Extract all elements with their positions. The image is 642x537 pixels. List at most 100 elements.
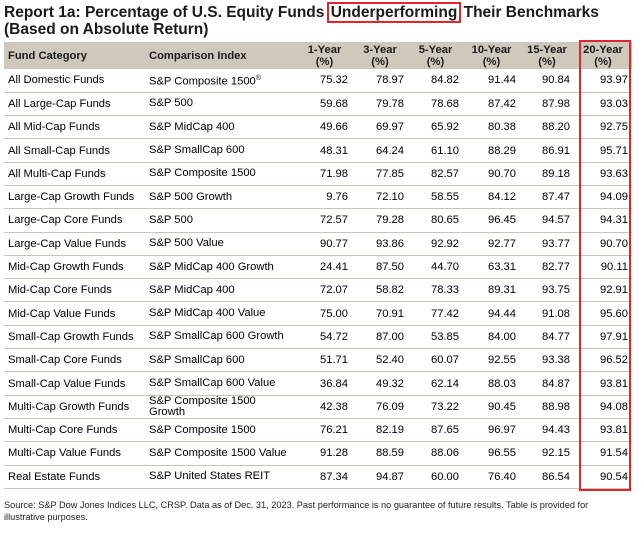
value-10-year-cell: 87.42 [488, 97, 516, 110]
value-3-year-cell: 76.09 [376, 400, 404, 413]
value-5-year-cell: 58.55 [431, 191, 459, 204]
fund-category-cell: Small-Cap Core Funds [8, 354, 122, 367]
table-row: All Multi-Cap Funds S&P Composite 1500 71.… [4, 162, 632, 186]
comparison-index-label: S&P MidCap 400 Value [149, 307, 266, 320]
value-10-year-cell: 63.31 [488, 261, 516, 274]
fund-category-cell: Small-Cap Growth Funds [8, 330, 134, 343]
comparison-index-cell: S&P 500 [145, 92, 297, 115]
table-row: Multi-Cap Value Funds S&P Composite 1500 … [4, 442, 632, 466]
comparison-index-label: S&P Composite 1500 Value [149, 446, 287, 459]
title-suffix: Their Benchmarks [459, 4, 599, 21]
value-15-year-cell: 90.84 [542, 74, 570, 87]
comparison-index-cell: S&P United States REIT [145, 465, 297, 488]
value-3-year-cell: 79.28 [376, 214, 404, 227]
value-1-year-cell: 36.84 [320, 377, 348, 390]
comparison-index-cell: S&P MidCap 400 Value [145, 302, 297, 325]
comparison-index-cell: S&P MidCap 400 [145, 116, 297, 139]
comparison-index-cell: S&P Composite 1500 Value [145, 442, 297, 465]
value-15-year-cell: 92.15 [542, 447, 570, 460]
value-20-year-cell: 93.81 [600, 377, 628, 390]
table-row: All Mid-Cap Funds S&P MidCap 400 49.66 69.9… [4, 116, 632, 139]
value-20-year-cell: 96.52 [600, 354, 628, 367]
value-15-year-cell: 91.08 [542, 307, 570, 320]
value-5-year-cell: 65.92 [431, 121, 459, 134]
value-3-year-cell: 70.91 [376, 307, 404, 320]
fund-category-cell: Mid-Cap Growth Funds [8, 261, 124, 274]
comparison-index-cell: S&P SmallCap 600 Growth [145, 325, 297, 348]
value-10-year-cell: 88.29 [488, 144, 516, 157]
underperformance-table: Fund Category Comparison Index 1-Year (%… [4, 42, 632, 489]
value-3-year-cell: 64.24 [376, 144, 404, 157]
value-10-year-cell: 94.44 [488, 307, 516, 320]
comparison-index-label: S&P 500 Value [149, 237, 224, 250]
value-5-year-cell: 77.42 [431, 307, 459, 320]
fund-category-cell: Large-Cap Growth Funds [8, 191, 135, 204]
value-1-year-cell: 91.28 [320, 447, 348, 460]
comparison-index-cell: S&P 500 Growth [145, 185, 297, 208]
table-row: Small-Cap Value Funds S&P SmallCap 600 Va… [4, 372, 632, 396]
comparison-index-cell: S&P MidCap 400 [145, 279, 297, 302]
value-3-year-cell: 52.40 [376, 354, 404, 367]
fund-category-cell: All Large-Cap Funds [8, 97, 111, 110]
value-15-year-cell: 86.91 [542, 144, 570, 157]
value-10-year-cell: 84.00 [488, 330, 516, 343]
value-1-year-cell: 24.41 [320, 261, 348, 274]
value-20-year-cell: 94.09 [600, 191, 628, 204]
value-10-year-cell: 91.44 [488, 74, 516, 87]
value-3-year-cell: 79.78 [376, 97, 404, 110]
value-1-year-cell: 59.68 [320, 97, 348, 110]
value-15-year-cell: 89.18 [542, 167, 570, 180]
value-3-year-cell: 77.85 [376, 167, 404, 180]
table-row: Mid-Cap Core Funds S&P MidCap 400 72.07 58.… [4, 279, 632, 302]
value-20-year-cell: 90.70 [600, 237, 628, 250]
value-3-year-cell: 72.10 [376, 191, 404, 204]
value-1-year-cell: 87.34 [320, 470, 348, 483]
value-10-year-cell: 90.45 [488, 400, 516, 413]
value-1-year-cell: 90.77 [320, 237, 348, 250]
table-row: All Small-Cap Funds S&P SmallCap 600 48.31… [4, 139, 632, 163]
fund-category-cell: All Multi-Cap Funds [8, 167, 106, 180]
comparison-index-label: S&P 500 [149, 213, 193, 226]
value-5-year-cell: 78.68 [431, 97, 459, 110]
header-comparison-index: Comparison Index [145, 42, 297, 69]
value-3-year-cell: 82.19 [376, 424, 404, 437]
comparison-index-label: S&P MidCap 400 [149, 283, 235, 296]
comparison-index-label: S&P MidCap 400 [149, 120, 235, 133]
table-row: Mid-Cap Value Funds S&P MidCap 400 Value 7… [4, 302, 632, 326]
comparison-index-label: S&P Composite 1500 [149, 75, 256, 88]
comparison-index-label: S&P Composite 1500 Growth [149, 394, 256, 418]
value-3-year-cell: 87.00 [376, 330, 404, 343]
value-15-year-cell: 93.77 [542, 237, 570, 250]
value-5-year-cell: 87.65 [431, 424, 459, 437]
comparison-index-label: S&P Composite 1500 [149, 423, 256, 436]
value-3-year-cell: 58.82 [376, 284, 404, 297]
value-15-year-cell: 93.75 [542, 284, 570, 297]
comparison-index-cell: S&P 500 [145, 209, 297, 232]
value-20-year-cell: 95.71 [600, 144, 628, 157]
value-10-year-cell: 76.40 [488, 470, 516, 483]
header-1-year: 1-Year (%) [297, 42, 352, 69]
value-3-year-cell: 94.87 [376, 470, 404, 483]
value-5-year-cell: 73.22 [431, 400, 459, 413]
table-row: Small-Cap Core Funds S&P SmallCap 600 51.7… [4, 349, 632, 372]
value-5-year-cell: 82.57 [431, 167, 459, 180]
fund-category-cell: Mid-Cap Value Funds [8, 307, 116, 320]
header-5-year: 5-Year (%) [408, 42, 463, 69]
fund-category-cell: Large-Cap Value Funds [8, 237, 126, 250]
value-1-year-cell: 75.00 [320, 307, 348, 320]
header-20-year: 20-Year (%) [574, 42, 632, 69]
comparison-index-label: S&P 500 Growth [149, 190, 233, 203]
value-15-year-cell: 86.54 [542, 470, 570, 483]
fund-category-cell: Large-Cap Core Funds [8, 214, 123, 227]
value-20-year-cell: 97.91 [600, 330, 628, 343]
value-10-year-cell: 90.70 [488, 167, 516, 180]
value-20-year-cell: 93.03 [600, 97, 628, 110]
fund-category-cell: All Mid-Cap Funds [8, 121, 101, 134]
value-3-year-cell: 69.97 [376, 121, 404, 134]
value-1-year-cell: 54.72 [320, 330, 348, 343]
table-row: All Large-Cap Funds S&P 500 59.68 79.78 78.6… [4, 92, 632, 116]
comparison-index-label: S&P Composite 1500 [149, 167, 256, 180]
value-1-year-cell: 51.71 [320, 354, 348, 367]
value-1-year-cell: 76.21 [320, 424, 348, 437]
value-10-year-cell: 96.45 [488, 214, 516, 227]
